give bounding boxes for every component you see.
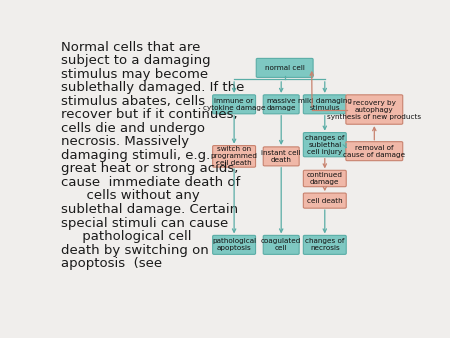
Text: damaging stimuli, e.g.: damaging stimuli, e.g. [62,149,211,162]
FancyBboxPatch shape [346,142,403,161]
Text: switch on
programmed
cell death: switch on programmed cell death [211,146,257,166]
Text: changes of
necrosis: changes of necrosis [305,238,345,251]
FancyBboxPatch shape [213,146,256,167]
Text: apoptosis  (see: apoptosis (see [62,257,162,270]
FancyBboxPatch shape [303,95,346,114]
Text: necrosis. Massively: necrosis. Massively [62,135,189,148]
Text: coagulated
cell: coagulated cell [261,238,302,251]
FancyBboxPatch shape [263,235,299,255]
Text: removal of
cause of damage: removal of cause of damage [343,145,405,158]
FancyBboxPatch shape [303,235,346,255]
FancyBboxPatch shape [303,193,346,208]
Text: special stimuli can cause: special stimuli can cause [62,217,229,230]
Text: massive
damage: massive damage [266,98,296,111]
Text: immune or
cytokine damage: immune or cytokine damage [203,98,266,111]
Text: cells without any: cells without any [62,189,200,202]
Text: sublethally damaged. If the: sublethally damaged. If the [62,81,245,94]
Text: stimulus may become: stimulus may become [62,68,209,81]
Text: cell death: cell death [307,198,342,203]
Text: subject to a damaging: subject to a damaging [62,54,211,67]
Text: changes of
sublethal
cell injury: changes of sublethal cell injury [305,135,345,155]
Text: cells die and undergo: cells die and undergo [62,122,206,135]
FancyBboxPatch shape [263,147,299,166]
FancyBboxPatch shape [346,95,403,124]
Text: mild damaging
stimulus: mild damaging stimulus [298,98,352,111]
FancyBboxPatch shape [256,58,313,77]
Text: normal cell: normal cell [265,65,305,71]
Text: continued
damage: continued damage [307,172,343,185]
FancyBboxPatch shape [303,132,346,157]
Text: stimulus abates, cells: stimulus abates, cells [62,95,206,108]
Text: death by switching on: death by switching on [62,244,209,257]
Text: pathological
apoptosis: pathological apoptosis [212,238,256,251]
Text: sublethal damage. Certain: sublethal damage. Certain [62,203,238,216]
Text: pathological cell: pathological cell [62,230,192,243]
FancyBboxPatch shape [213,95,256,114]
Text: instant cell
death: instant cell death [261,150,301,163]
Text: Normal cells that are: Normal cells that are [62,41,201,53]
Text: recovery by
autophagy
synthesis of new products: recovery by autophagy synthesis of new p… [327,99,421,120]
FancyBboxPatch shape [213,235,256,255]
FancyBboxPatch shape [303,170,346,187]
FancyBboxPatch shape [263,95,299,114]
Text: cause  immediate death of: cause immediate death of [62,176,241,189]
Text: great heat or strong acids,: great heat or strong acids, [62,162,239,175]
Text: recover but if it continues,: recover but if it continues, [62,108,238,121]
